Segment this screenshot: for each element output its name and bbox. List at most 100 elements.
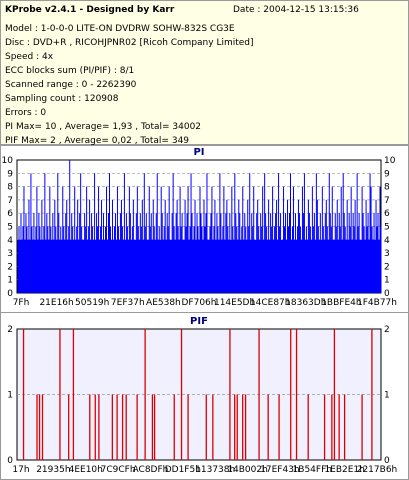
pi-bar bbox=[307, 199, 309, 293]
pif-y-tick-right: 0 bbox=[384, 456, 390, 466]
pi-bar bbox=[161, 213, 163, 293]
pi-bar bbox=[110, 239, 112, 293]
pi-bar bbox=[337, 239, 339, 293]
pi-bar bbox=[149, 226, 151, 293]
pi-bar bbox=[94, 173, 96, 293]
pi-bar bbox=[26, 226, 28, 293]
pi-bar bbox=[287, 199, 289, 293]
pi-bar bbox=[254, 239, 256, 293]
pi-bar bbox=[163, 226, 165, 293]
pi-bar bbox=[111, 199, 113, 293]
pi-bar bbox=[53, 239, 55, 293]
pi-y-tick-right: 1 bbox=[384, 276, 390, 286]
pi-bar bbox=[114, 213, 116, 293]
pi-bar bbox=[148, 186, 150, 293]
pi-bar bbox=[130, 239, 132, 293]
pi-bar bbox=[318, 239, 320, 293]
pif-x-tick: 7C9CFh bbox=[101, 465, 136, 475]
pi-y-tick-left: 10 bbox=[2, 156, 14, 166]
pi-bar bbox=[346, 199, 348, 293]
pi-bar bbox=[293, 253, 295, 293]
pi-bar bbox=[27, 253, 29, 293]
pi-y-tick-right: 2 bbox=[384, 262, 390, 272]
pi-bar bbox=[104, 239, 106, 293]
pi-bar bbox=[112, 253, 114, 293]
pi-bar bbox=[46, 213, 48, 293]
pi-bar bbox=[313, 213, 315, 293]
pi-bar bbox=[154, 239, 156, 293]
pi-bar bbox=[168, 186, 170, 293]
pi-bar bbox=[296, 226, 298, 293]
pi-bar bbox=[80, 173, 82, 293]
pi-bar bbox=[169, 239, 171, 293]
pi-y-tick-left: 1 bbox=[7, 276, 13, 286]
pi-bar bbox=[23, 186, 25, 293]
pi-bar bbox=[156, 173, 158, 293]
pi-bar bbox=[74, 186, 76, 293]
pi-bar bbox=[48, 239, 50, 293]
pi-bar bbox=[231, 186, 233, 293]
pi-x-tick: 21E16h bbox=[39, 298, 73, 308]
pi-bar bbox=[72, 226, 74, 293]
pi-y-tick-right: 5 bbox=[384, 223, 390, 233]
pi-bar bbox=[334, 213, 336, 293]
info-disc: Disc : DVD+R , RICOHJPNR02 [Ricoh Compan… bbox=[5, 38, 254, 48]
pi-bar bbox=[327, 239, 329, 293]
pi-bar bbox=[301, 186, 303, 293]
pi-bar bbox=[265, 213, 267, 293]
pi-bar bbox=[247, 199, 249, 293]
pif-x-tick: 1B54FFh bbox=[293, 465, 332, 475]
pi-y-tick-left: 3 bbox=[7, 249, 13, 259]
pi-bar bbox=[319, 213, 321, 293]
info-ecc-sum: ECC blocks sum (PI/PIF) : 8/1 bbox=[5, 66, 135, 76]
pi-bar bbox=[123, 173, 125, 293]
pi-bar bbox=[367, 213, 369, 293]
pi-bar bbox=[120, 199, 122, 293]
pi-bar bbox=[69, 160, 71, 293]
pi-bar bbox=[328, 173, 330, 293]
pi-bar bbox=[175, 213, 177, 293]
pi-bar bbox=[300, 239, 302, 293]
pi-bar bbox=[336, 199, 338, 293]
pi-bar bbox=[96, 213, 98, 293]
pi-bar bbox=[51, 253, 53, 293]
pi-y-tick-right: 3 bbox=[384, 249, 390, 259]
app-title: KProbe v2.4.1 - Designed by Karr bbox=[5, 5, 175, 15]
pi-bar bbox=[230, 253, 232, 293]
pi-bar bbox=[73, 253, 75, 293]
pi-y-tick-left: 9 bbox=[7, 169, 13, 179]
pi-bar bbox=[147, 253, 149, 293]
pi-bar bbox=[117, 226, 119, 293]
pi-bar bbox=[91, 213, 93, 293]
pif-series bbox=[22, 329, 373, 460]
pi-bar bbox=[369, 173, 371, 293]
pi-bar bbox=[365, 199, 367, 293]
pi-bar bbox=[64, 239, 66, 293]
pi-bar bbox=[170, 253, 172, 293]
pi-bar bbox=[173, 226, 175, 293]
pi-bar bbox=[253, 186, 255, 293]
pi-x-tick: DF706h bbox=[182, 298, 217, 308]
pi-bar bbox=[186, 213, 188, 293]
pi-bar bbox=[109, 226, 111, 293]
pi-bar bbox=[45, 239, 47, 293]
pi-bar bbox=[217, 226, 219, 293]
pi-bar bbox=[150, 213, 152, 293]
pi-bar bbox=[363, 226, 365, 293]
pi-bar bbox=[249, 173, 251, 293]
pi-bar bbox=[210, 213, 212, 293]
pif-x-tick: 2217B6h bbox=[357, 465, 398, 475]
pi-bar bbox=[308, 213, 310, 293]
disc-info-panel: KProbe v2.4.1 - Designed by Karr Date : … bbox=[0, 0, 409, 146]
pi-series bbox=[17, 160, 382, 293]
pi-bar bbox=[129, 213, 131, 293]
pi-bar bbox=[162, 239, 164, 293]
pi-bar bbox=[83, 253, 85, 293]
pi-bar bbox=[172, 173, 174, 293]
pi-bar bbox=[234, 173, 236, 293]
pi-bar bbox=[108, 213, 110, 293]
pi-bar bbox=[71, 213, 73, 293]
pi-bar bbox=[222, 226, 224, 293]
pi-y-tick-right: 0 bbox=[384, 289, 390, 299]
pi-bar bbox=[107, 239, 109, 293]
